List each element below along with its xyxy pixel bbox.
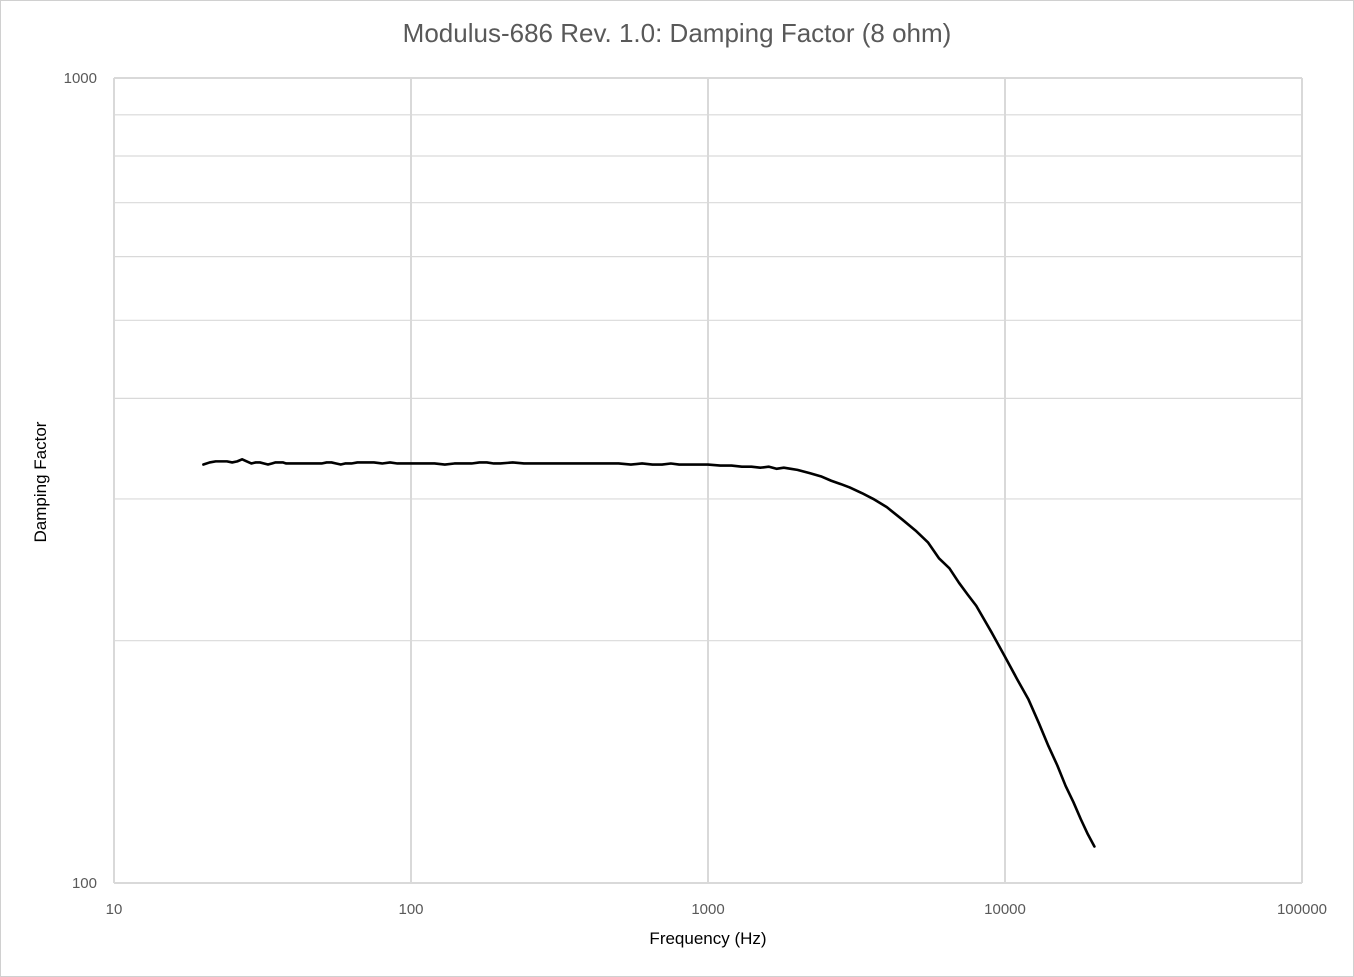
- x-axis-label: Frequency (Hz): [649, 929, 767, 948]
- y-tick-label: 1000: [64, 70, 97, 87]
- x-tick-label: 10: [106, 901, 123, 918]
- x-tick-label: 1000: [691, 901, 724, 918]
- y-tick-label: 100: [72, 875, 97, 892]
- x-tick-label: 10000: [984, 901, 1026, 918]
- x-tick-label: 100: [398, 901, 423, 918]
- tick-label-layer: 10 100 1000 10000 100000 100 1000: [64, 70, 1327, 918]
- x-tick-label: 100000: [1277, 901, 1327, 918]
- axes-layer: [113, 78, 1303, 884]
- grid-layer: [113, 77, 1303, 884]
- series-layer: [202, 458, 1096, 848]
- chart-title: Modulus-686 Rev. 1.0: Damping Factor (8 …: [402, 18, 952, 48]
- series-line: [202, 458, 1096, 848]
